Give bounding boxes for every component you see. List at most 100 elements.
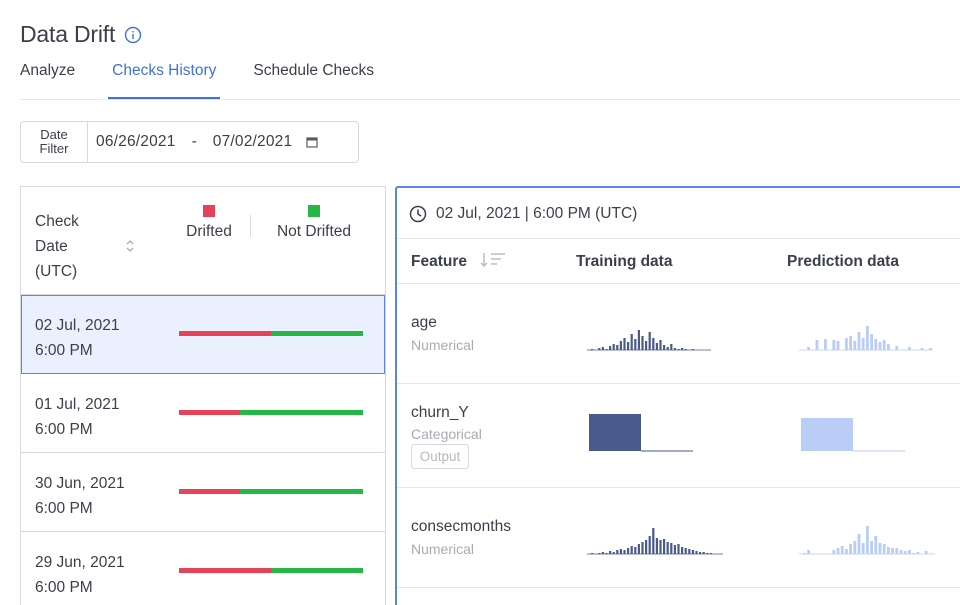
check-row[interactable]: 01 Jul, 2021 6:00 PM [21, 374, 385, 453]
histogram-bar [895, 346, 899, 350]
prediction-data-column-header: Prediction data [787, 253, 899, 270]
check-date-column-header[interactable]: Check Date (UTC) [35, 213, 79, 280]
legend-divider [250, 215, 251, 237]
histogram-bar [673, 348, 676, 350]
date-filter[interactable]: Date Filter 06/26/2021 - 07/02/2021 [20, 121, 359, 163]
histogram-bar [637, 330, 640, 350]
histogram-bar [684, 349, 687, 350]
histogram-bar [645, 341, 648, 350]
histogram-bar [887, 547, 890, 554]
histogram-bar [882, 544, 886, 554]
histogram-bar [655, 343, 658, 350]
drifted-segment [179, 568, 271, 573]
calendar-icon[interactable] [306, 136, 318, 148]
histogram-bar [684, 548, 687, 554]
feature-name: consecmonths [411, 518, 511, 535]
histogram-bar [815, 340, 819, 350]
drifted-segment [179, 410, 240, 415]
tab-checks-history[interactable]: Checks History [108, 58, 221, 101]
histogram-bar [836, 548, 840, 554]
histogram-bar [652, 338, 655, 350]
check-timestamp: 02 Jul, 2021 | 6:00 PM (UTC) [436, 205, 638, 222]
histogram-bar [619, 341, 622, 350]
check-row[interactable]: 02 Jul, 2021 6:00 PM [21, 295, 385, 374]
histogram-bar [655, 538, 658, 554]
histogram-bar [916, 552, 920, 554]
histogram-bar [857, 332, 861, 350]
histogram-bar [887, 344, 890, 350]
histogram-bar [832, 550, 836, 554]
not-drifted-swatch [308, 205, 320, 217]
histogram-bar [666, 347, 669, 350]
sort-descending-icon[interactable] [480, 251, 508, 268]
tab-bar: Analyze Checks History Schedule Checks [20, 58, 411, 101]
histogram-bar [677, 349, 680, 350]
check-row-date: 29 Jun, 2021 6:00 PM [35, 554, 125, 596]
histogram-bar [924, 551, 928, 554]
info-circle-icon[interactable] [124, 26, 142, 44]
checks-list-panel: Check Date (UTC) Drifted Not Drifted 02 … [20, 186, 386, 605]
histogram-bar [637, 544, 640, 554]
histogram-bar [706, 553, 709, 554]
histogram-bar [695, 551, 698, 554]
histogram-bar [681, 348, 684, 350]
not-drifted-segment [239, 489, 363, 494]
drift-ratio-bar [179, 410, 363, 415]
page-title: Data Drift [20, 21, 116, 47]
histogram-bar [591, 553, 594, 554]
histogram-bar [605, 349, 608, 350]
check-detail-header: 02 Jul, 2021 | 6:00 PM (UTC) [397, 188, 960, 239]
histogram-bar [645, 540, 648, 554]
tab-analyze[interactable]: Analyze [20, 62, 76, 79]
prediction-histogram [799, 326, 933, 351]
date-from-input[interactable]: 06/26/2021 [96, 133, 176, 150]
not-drifted-segment [271, 331, 363, 336]
histogram-bar [691, 550, 694, 554]
histogram-bar [691, 349, 694, 350]
feature-row[interactable]: consecmonths Numerical [397, 488, 960, 588]
histogram-bar [845, 338, 848, 350]
check-row[interactable]: 30 Jun, 2021 6:00 PM [21, 453, 385, 532]
drifted-segment [179, 489, 240, 494]
histogram-bar [866, 526, 869, 554]
feature-table-header: Feature Training data Prediction data [397, 239, 960, 284]
date-to-input[interactable]: 07/02/2021 [212, 133, 293, 150]
legend-not-drifted: Not Drifted [269, 205, 359, 241]
checks-list-header: Check Date (UTC) Drifted Not Drifted [21, 187, 385, 295]
histogram-bar [870, 541, 873, 554]
histogram-bar [861, 543, 865, 554]
check-row-date: 30 Jun, 2021 6:00 PM [35, 475, 125, 517]
histogram-bar [891, 548, 894, 554]
tabs-divider [20, 99, 960, 100]
histogram-bar [601, 552, 604, 554]
feature-row[interactable]: churn_Y Categorical Output [397, 384, 960, 488]
legend-drifted: Drifted [181, 205, 237, 241]
histogram-bar [663, 539, 666, 554]
drifted-swatch [203, 205, 215, 217]
histogram-bar [878, 342, 882, 350]
histogram-bar [659, 340, 662, 350]
histogram-bar [874, 536, 878, 554]
histogram-bar [641, 336, 644, 350]
histogram-bar [709, 553, 712, 554]
histogram-bar [861, 338, 865, 350]
histogram-bar [598, 348, 601, 350]
feature-column-header[interactable]: Feature [411, 253, 467, 270]
histogram-bar [630, 334, 633, 350]
histogram-bar [895, 548, 899, 554]
output-badge: Output [411, 444, 469, 469]
feature-type: Numerical [411, 541, 475, 557]
histogram-bar [641, 542, 644, 554]
histogram-bar [853, 541, 857, 554]
histogram-bar [870, 334, 873, 350]
check-row[interactable]: 29 Jun, 2021 6:00 PM [21, 532, 385, 605]
sort-icon[interactable] [125, 238, 135, 254]
histogram-bar [681, 547, 684, 554]
check-row-date: 01 Jul, 2021 6:00 PM [35, 396, 120, 438]
prediction-category-bar [801, 418, 853, 451]
histogram-bar [616, 345, 619, 350]
histogram-bar [899, 550, 903, 554]
tab-schedule-checks[interactable]: Schedule Checks [253, 62, 374, 79]
feature-row[interactable]: age Numerical [397, 284, 960, 384]
histogram-bar [699, 552, 702, 554]
